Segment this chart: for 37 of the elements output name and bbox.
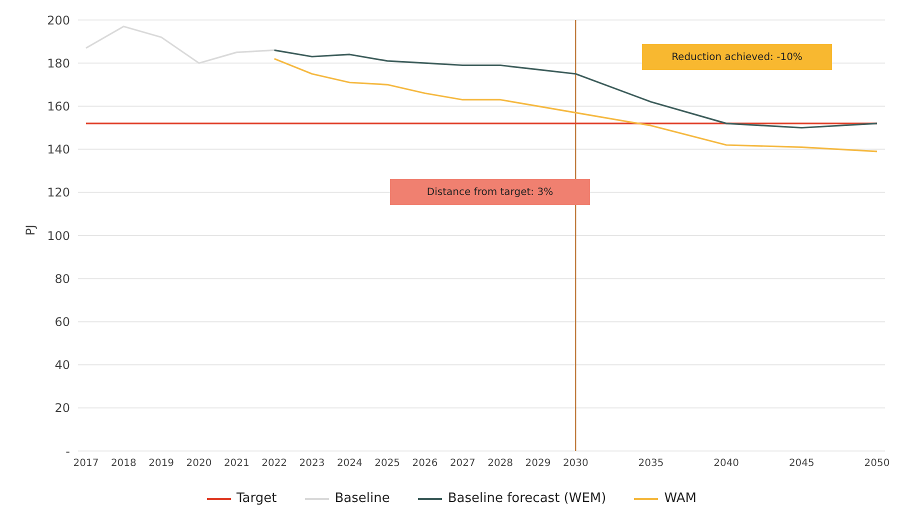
x-tick-label: 2023 [299, 458, 325, 470]
x-tick-label: 2024 [336, 458, 362, 470]
y-tick-label: 140 [47, 142, 70, 157]
legend-label: Baseline forecast (WEM) [446, 491, 606, 506]
y-tick-label: 40 [54, 358, 70, 372]
x-tick-label: 2030 [562, 458, 588, 470]
y-tick-label: 80 [54, 272, 70, 286]
x-tick-label: 2021 [224, 458, 250, 470]
annotation: Distance from target: 3% [426, 186, 554, 198]
y-tick-label: 180 [47, 56, 70, 70]
x-tick-label: 2040 [714, 458, 740, 470]
x-tick-label: 2017 [73, 458, 99, 470]
x-tick-label: 2026 [412, 458, 438, 470]
y-axis-title: PJ [23, 224, 38, 236]
y-tick-label: 200 [47, 13, 70, 28]
y-tick-label: 160 [47, 99, 70, 114]
legend-label: Baseline [334, 491, 390, 506]
x-tick-label: 2019 [148, 458, 174, 470]
y-tick-label: 100 [47, 228, 70, 243]
y-tick-label: - [66, 444, 70, 458]
x-tick-label: 2035 [638, 458, 664, 470]
x-tick-label: 2029 [525, 458, 551, 470]
legend-label: Target [236, 491, 277, 506]
x-tick-label: 2018 [110, 458, 136, 470]
x-tick-label: 2022 [262, 458, 288, 470]
line-series [274, 49, 878, 129]
x-tick-label: 2028 [488, 458, 514, 470]
x-tick-label: 2025 [374, 458, 400, 470]
x-tick-label: 2020 [186, 458, 212, 470]
annotation: Reduction achieved: -10% [672, 52, 802, 62]
legend-label: WAM [663, 491, 696, 506]
x-tick-label: 2027 [450, 458, 476, 470]
y-tick-label: 60 [54, 314, 70, 329]
y-tick-label: 20 [54, 401, 70, 416]
x-tick-label: 2045 [788, 458, 814, 470]
x-tick-label: 2050 [864, 458, 890, 470]
y-tick-label: 120 [47, 186, 70, 200]
